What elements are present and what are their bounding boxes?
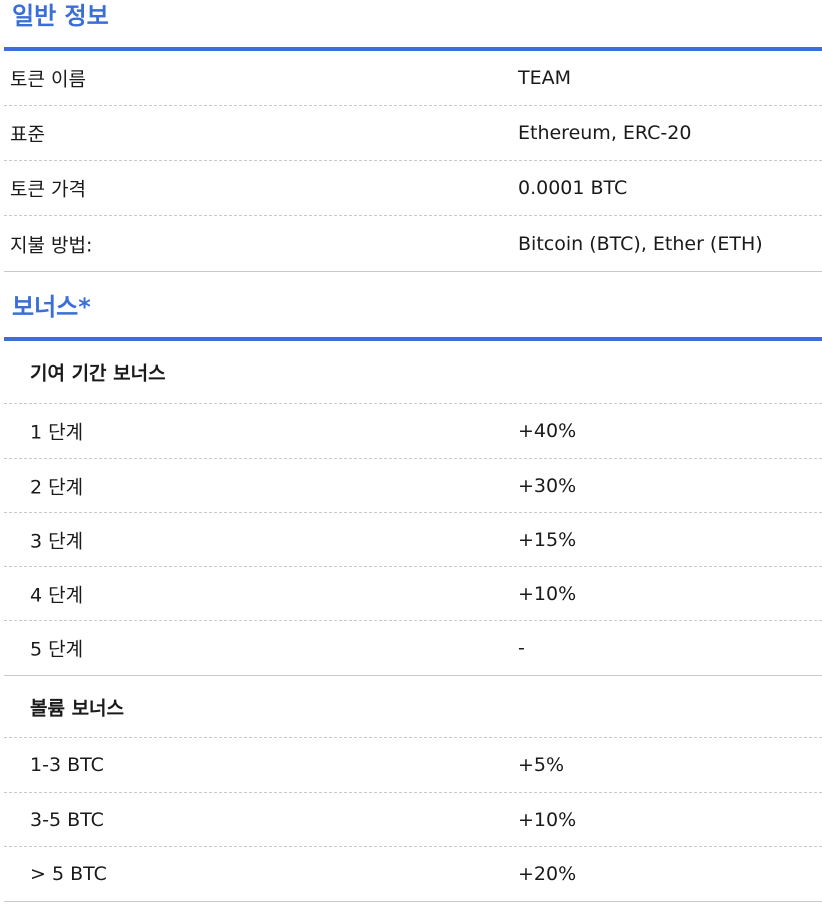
token-name-label: 토큰 이름 — [10, 68, 86, 91]
stage-1-value: +40% — [518, 420, 577, 442]
volume-3-5-row: 3-5 BTC +10% — [4, 793, 822, 847]
bonus-title-rule — [4, 337, 822, 341]
volume-bonus-heading: 볼륨 보너스 — [30, 697, 125, 719]
stage-2-value: +30% — [518, 474, 577, 497]
standard-label: 표준 — [10, 123, 45, 146]
contribution-bonus-heading-row: 기여 기간 보너스 — [4, 341, 822, 404]
volume-over-5-value: +20% — [518, 863, 577, 885]
token-price-value: 0.0001 BTC — [518, 177, 628, 199]
stage-3-label: 3 단계 — [30, 530, 84, 552]
volume-3-5-value: +10% — [518, 808, 577, 831]
volume-1-3-row: 1-3 BTC +5% — [4, 738, 822, 793]
stage-3-row: 3 단계 +15% — [4, 513, 822, 567]
stage-4-value: +10% — [518, 582, 577, 605]
token-price-row: 토큰 가격 0.0001 BTC — [4, 161, 822, 216]
bonus-title: 보너스* — [12, 293, 91, 321]
stage-5-value: - — [518, 637, 525, 659]
stage-2-row: 2 단계 +30% — [4, 459, 822, 513]
volume-over-5-label: > 5 BTC — [30, 863, 107, 885]
stage-5-label: 5 단계 — [30, 638, 84, 661]
stage-5-row: 5 단계 - — [4, 621, 822, 676]
payment-method-value: Bitcoin (BTC), Ether (ETH) — [518, 232, 763, 255]
volume-over-5-row: > 5 BTC +20% — [4, 847, 822, 902]
stage-4-row: 4 단계 +10% — [4, 567, 822, 621]
general-info-title: 일반 정보 — [12, 2, 109, 30]
payment-method-row: 지불 방법: Bitcoin (BTC), Ether (ETH) — [4, 216, 822, 272]
token-price-label: 토큰 가격 — [10, 178, 86, 201]
volume-3-5-label: 3-5 BTC — [30, 808, 104, 831]
standard-row: 표준 Ethereum, ERC-20 — [4, 106, 822, 161]
volume-1-3-label: 1-3 BTC — [30, 754, 104, 776]
contribution-bonus-heading: 기여 기간 보너스 — [30, 362, 166, 385]
standard-value: Ethereum, ERC-20 — [518, 122, 692, 144]
stage-2-label: 2 단계 — [30, 476, 84, 498]
general-info-title-rule — [4, 47, 822, 51]
stage-1-label: 1 단계 — [30, 421, 84, 444]
token-name-row: 토큰 이름 TEAM — [4, 51, 822, 106]
stage-3-value: +15% — [518, 528, 577, 551]
stage-4-label: 4 단계 — [30, 584, 84, 606]
token-name-value: TEAM — [518, 67, 572, 89]
volume-1-3-value: +5% — [518, 754, 565, 776]
volume-bonus-heading-row: 볼륨 보너스 — [4, 676, 822, 738]
payment-method-label: 지불 방법: — [10, 234, 93, 256]
stage-1-row: 1 단계 +40% — [4, 404, 822, 459]
